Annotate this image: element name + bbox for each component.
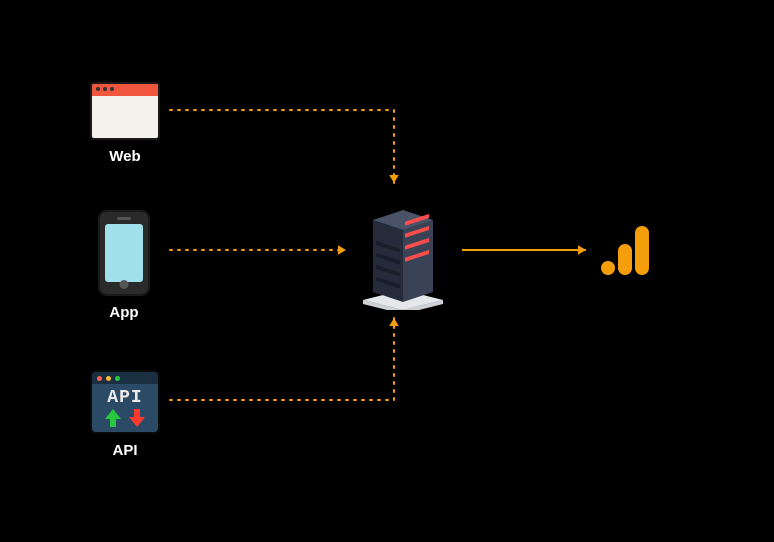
node-analytics	[596, 222, 652, 278]
phone-home-button	[120, 280, 129, 289]
edge-api-server	[170, 318, 394, 400]
api-window-icon: API	[90, 370, 160, 434]
traffic-dot-green	[115, 376, 120, 381]
node-api: API API	[90, 370, 160, 459]
up-arrow-icon	[104, 408, 122, 428]
traffic-dot-red	[97, 376, 102, 381]
web-browser-icon	[90, 82, 160, 140]
node-web-label: Web	[109, 148, 140, 165]
down-arrow-icon	[128, 408, 146, 428]
analytics-icon	[596, 222, 652, 278]
edge-web-server	[170, 110, 394, 183]
analytics-bar-tall-icon	[635, 226, 649, 275]
api-text-label: API	[92, 384, 158, 408]
phone-screen	[105, 224, 143, 282]
arrowhead-icon	[338, 245, 346, 255]
node-web: Web	[90, 82, 160, 165]
phone-icon	[98, 210, 150, 296]
node-api-label: API	[112, 442, 137, 459]
analytics-bar-mid-icon	[618, 244, 632, 275]
node-app: App	[98, 210, 150, 321]
analytics-dot-icon	[601, 261, 615, 275]
arrowhead-icon	[389, 175, 399, 183]
node-app-label: App	[109, 304, 138, 321]
arrowhead-icon	[389, 318, 399, 326]
web-topbar	[92, 84, 158, 96]
web-window-dots	[96, 87, 114, 91]
api-topbar	[92, 372, 158, 384]
api-arrows	[92, 408, 158, 428]
arrowhead-icon	[578, 245, 586, 255]
phone-speaker	[117, 217, 131, 220]
server-icon	[355, 190, 451, 310]
node-server	[355, 190, 451, 310]
traffic-dot-yellow	[106, 376, 111, 381]
